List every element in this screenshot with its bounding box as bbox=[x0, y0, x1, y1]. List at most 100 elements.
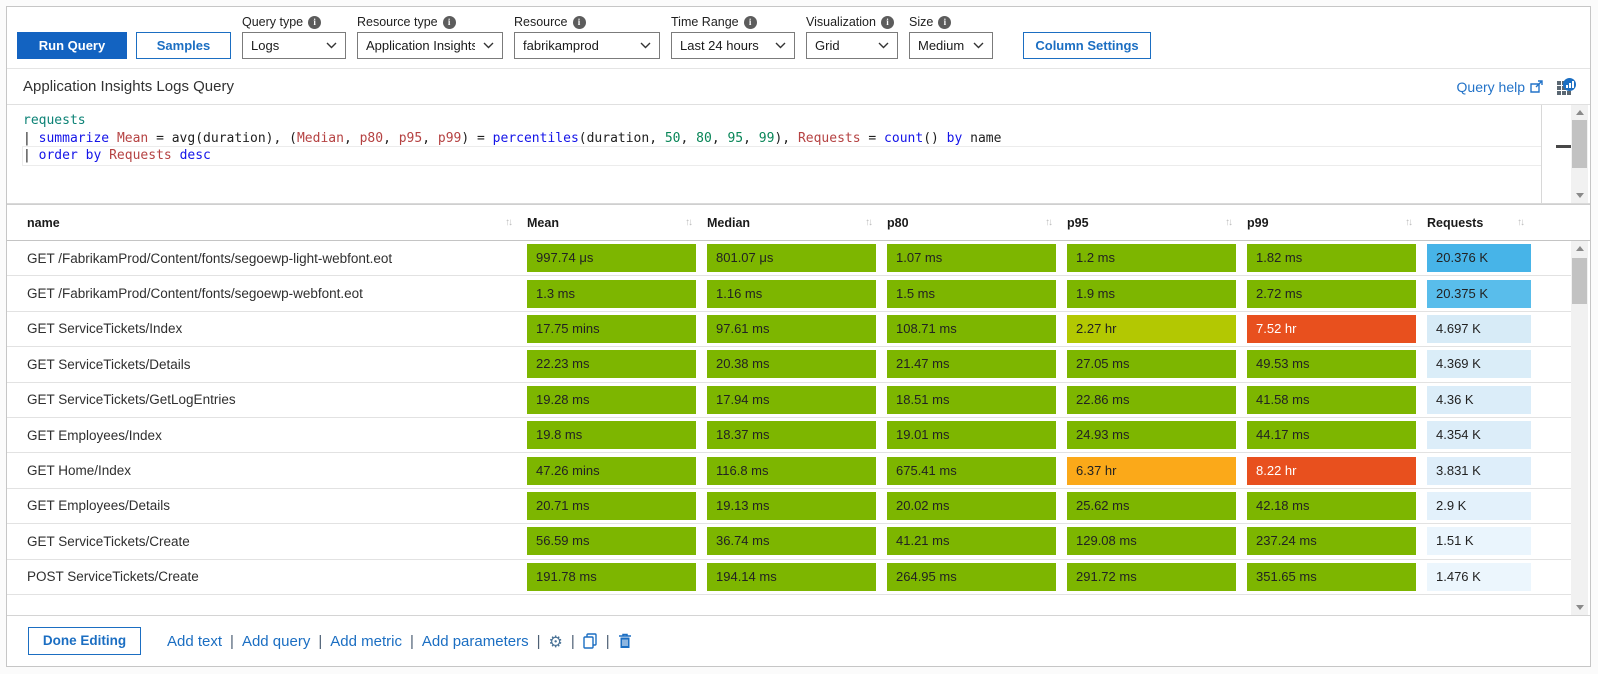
column-header-label: p95 bbox=[1067, 215, 1089, 230]
add-query-link[interactable]: Add query bbox=[241, 632, 311, 650]
column-header-mean[interactable]: Mean ↑↓ bbox=[527, 216, 707, 230]
column-header-name[interactable]: name ↑↓ bbox=[27, 216, 527, 230]
dropdown-select[interactable]: Medium bbox=[909, 32, 993, 59]
cursor-position-marker bbox=[1555, 145, 1571, 148]
info-icon[interactable]: i bbox=[308, 15, 322, 29]
sort-icon[interactable]: ↑↓ bbox=[1405, 217, 1413, 228]
heatmap-cell: 24.93 ms bbox=[1067, 421, 1236, 450]
requests-heatmap-cell: 2.9 K bbox=[1427, 491, 1531, 520]
table-row[interactable]: GET /FabrikamProd/Content/fonts/segoewp-… bbox=[7, 276, 1571, 312]
samples-button[interactable]: Samples bbox=[136, 32, 231, 59]
sort-icon[interactable]: ↑↓ bbox=[1045, 217, 1053, 228]
heatmap-cell: 42.18 ms bbox=[1247, 491, 1416, 520]
grid-scrollbar-thumb[interactable] bbox=[1572, 258, 1587, 304]
table-row[interactable]: GET ServiceTickets/GetLogEntries 19.28 ms… bbox=[7, 383, 1571, 418]
dropdown-label: Resource i bbox=[514, 15, 660, 29]
run-query-button[interactable]: Run Query bbox=[17, 32, 127, 59]
heatmap-cell: 116.8 ms bbox=[707, 456, 876, 485]
requests-heatmap-cell: 3.831 K bbox=[1427, 456, 1531, 485]
table-row[interactable]: GET /FabrikamProd/Content/fonts/segoewp-… bbox=[7, 241, 1571, 277]
editor-scrollbar[interactable] bbox=[1571, 105, 1588, 203]
add-parameters-link[interactable]: Add parameters bbox=[421, 632, 529, 650]
table-row[interactable]: GET ServiceTickets/Create 56.59 ms 36.74 m… bbox=[7, 524, 1571, 560]
column-header-label: Requests bbox=[1427, 215, 1484, 230]
cell-name: GET ServiceTickets/Index bbox=[27, 321, 183, 337]
heatmap-cell: 56.59 ms bbox=[527, 527, 696, 556]
chevron-down-icon bbox=[973, 42, 984, 49]
separator: | bbox=[570, 632, 575, 650]
code-line[interactable]: | order by Requests desc bbox=[22, 146, 1541, 166]
separator: | bbox=[605, 632, 610, 650]
heatmap-cell: 25.62 ms bbox=[1067, 491, 1236, 520]
table-row[interactable]: GET ServiceTickets/Index 17.75 mins 97.61 … bbox=[7, 312, 1571, 348]
chevron-down-icon bbox=[640, 42, 651, 49]
dropdown-value: Medium bbox=[918, 38, 965, 53]
copy-icon[interactable] bbox=[583, 633, 598, 649]
scroll-up-icon[interactable] bbox=[1575, 110, 1584, 115]
heatmap-cell: 1.3 ms bbox=[527, 279, 696, 308]
heatmap-cell: 97.61 ms bbox=[707, 314, 876, 343]
column-header-median[interactable]: Median ↑↓ bbox=[707, 216, 887, 230]
grid-scrollbar[interactable] bbox=[1571, 241, 1588, 615]
kql-query-editor[interactable]: requests | summarize Mean = avg(duration)… bbox=[7, 105, 1590, 204]
heatmap-cell: 19.28 ms bbox=[527, 385, 696, 414]
info-icon[interactable]: i bbox=[572, 15, 586, 29]
dropdown-select[interactable]: Logs bbox=[242, 32, 346, 59]
code-line[interactable]: requests bbox=[23, 113, 86, 128]
chevron-down-icon bbox=[326, 42, 337, 49]
requests-heatmap-cell: 1.476 K bbox=[1427, 562, 1531, 591]
scroll-down-icon[interactable] bbox=[1575, 193, 1584, 198]
toolbar-dropdowns: Query type i Logs Resource type i Applicat… bbox=[231, 15, 993, 59]
scroll-up-icon[interactable] bbox=[1575, 246, 1584, 251]
sort-icon[interactable]: ↑↓ bbox=[1517, 217, 1525, 228]
table-row[interactable]: GET Employees/Index 19.8 ms 18.37 ms 19.01 … bbox=[7, 418, 1571, 454]
table-row[interactable]: GET ServiceTickets/Details 22.23 ms 20.38 … bbox=[7, 347, 1571, 383]
requests-heatmap-cell: 1.51 K bbox=[1427, 527, 1531, 556]
column-header-p95[interactable]: p95 ↑↓ bbox=[1067, 216, 1247, 230]
heatmap-cell: 675.41 ms bbox=[887, 456, 1056, 485]
dropdown-select[interactable]: Grid bbox=[806, 32, 898, 59]
separator: | bbox=[230, 632, 234, 650]
cell-name: GET /FabrikamProd/Content/fonts/segoewp-… bbox=[27, 250, 393, 266]
code-line[interactable]: | summarize Mean = avg(duration), (Media… bbox=[23, 130, 1002, 146]
footer-links: Add text | Add query | Add metric | Add parame… bbox=[167, 632, 632, 651]
trash-icon[interactable] bbox=[618, 633, 632, 649]
table-row[interactable]: GET Employees/Details 20.71 ms 19.13 ms 20.… bbox=[7, 489, 1571, 525]
table-row[interactable]: POST ServiceTickets/Create 191.78 ms 194.1… bbox=[7, 560, 1571, 595]
cell-name: GET Employees/Index bbox=[27, 427, 162, 443]
heatmap-cell: 6.37 hr bbox=[1067, 456, 1236, 485]
info-icon[interactable]: i bbox=[743, 15, 757, 29]
column-header-p80[interactable]: p80 ↑↓ bbox=[887, 216, 1067, 230]
dropdown-select[interactable]: fabrikamprod bbox=[514, 32, 660, 59]
info-icon[interactable]: i bbox=[880, 15, 894, 29]
editor-scrollbar-thumb[interactable] bbox=[1572, 120, 1587, 168]
sort-icon[interactable]: ↑↓ bbox=[865, 217, 873, 228]
dropdown-select[interactable]: Application Insights bbox=[357, 32, 503, 59]
editor-overview-ruler bbox=[1541, 105, 1571, 203]
query-code[interactable]: requests | summarize Mean = avg(duration)… bbox=[7, 105, 1541, 203]
dropdown-select[interactable]: Last 24 hours bbox=[671, 32, 795, 59]
sort-icon[interactable]: ↑↓ bbox=[505, 217, 513, 228]
grid-visualization-icon[interactable] bbox=[1557, 77, 1576, 96]
settings-gear-icon[interactable]: ⚙ bbox=[548, 631, 563, 651]
column-header-p99[interactable]: p99 ↑↓ bbox=[1247, 216, 1427, 230]
dropdown-time-range: Time Range i Last 24 hours bbox=[671, 15, 795, 59]
done-editing-button[interactable]: Done Editing bbox=[28, 627, 141, 655]
info-icon[interactable]: i bbox=[938, 15, 952, 29]
column-header-requests[interactable]: Requests ↑↓ bbox=[1427, 216, 1539, 230]
heatmap-cell: 36.74 ms bbox=[707, 527, 876, 556]
heatmap-cell: 17.94 ms bbox=[707, 385, 876, 414]
separator: | bbox=[318, 632, 323, 650]
add-text-link[interactable]: Add text bbox=[167, 632, 223, 650]
info-icon[interactable]: i bbox=[442, 15, 456, 29]
heatmap-cell: 19.13 ms bbox=[707, 491, 876, 520]
scroll-down-icon[interactable] bbox=[1575, 605, 1584, 610]
query-help-link[interactable]: Query help bbox=[1457, 79, 1543, 95]
column-header-label: p99 bbox=[1247, 215, 1269, 230]
dropdown-label: Visualization i bbox=[806, 15, 898, 29]
column-settings-button[interactable]: Column Settings bbox=[1023, 32, 1151, 59]
sort-icon[interactable]: ↑↓ bbox=[685, 217, 693, 228]
sort-icon[interactable]: ↑↓ bbox=[1225, 217, 1233, 228]
add-metric-link[interactable]: Add metric bbox=[330, 632, 402, 650]
table-row[interactable]: GET Home/Index 47.26 mins 116.8 ms 675.41 m… bbox=[7, 453, 1571, 489]
